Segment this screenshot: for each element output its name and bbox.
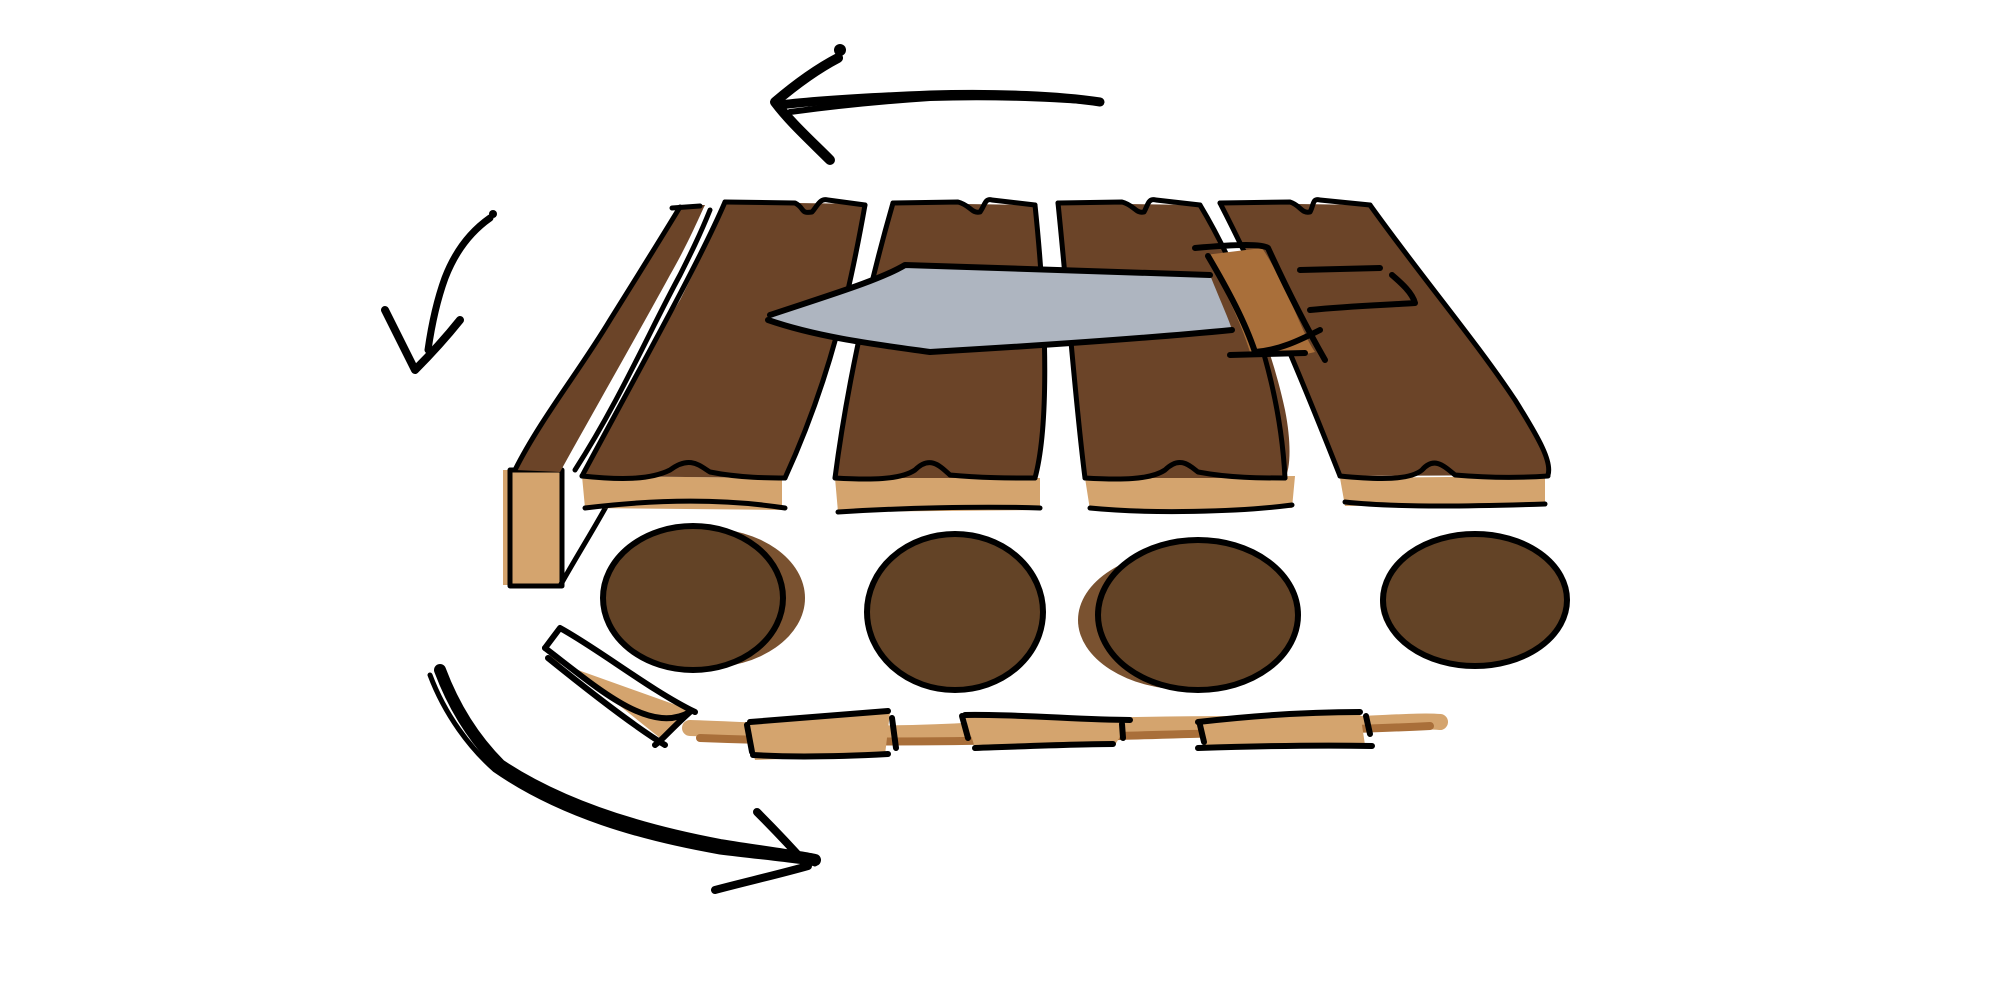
top-plank-2	[579, 197, 868, 481]
log-1	[600, 523, 805, 673]
log-4	[1380, 531, 1570, 669]
top-plank-1	[512, 203, 713, 473]
arrow-bottom-right-icon	[427, 664, 821, 894]
bottom-plank-3	[959, 711, 1133, 751]
arrow-left-down-icon	[381, 210, 497, 374]
plank-edges	[582, 476, 1548, 515]
bottom-plank-1	[542, 625, 698, 748]
arrow-top-left-icon	[770, 44, 1105, 165]
log-2	[864, 531, 1046, 693]
bottom-plank-2	[744, 708, 899, 760]
bottom-plank-4	[1195, 709, 1375, 751]
log-3	[1078, 537, 1301, 693]
saw-icon	[765, 242, 1418, 363]
